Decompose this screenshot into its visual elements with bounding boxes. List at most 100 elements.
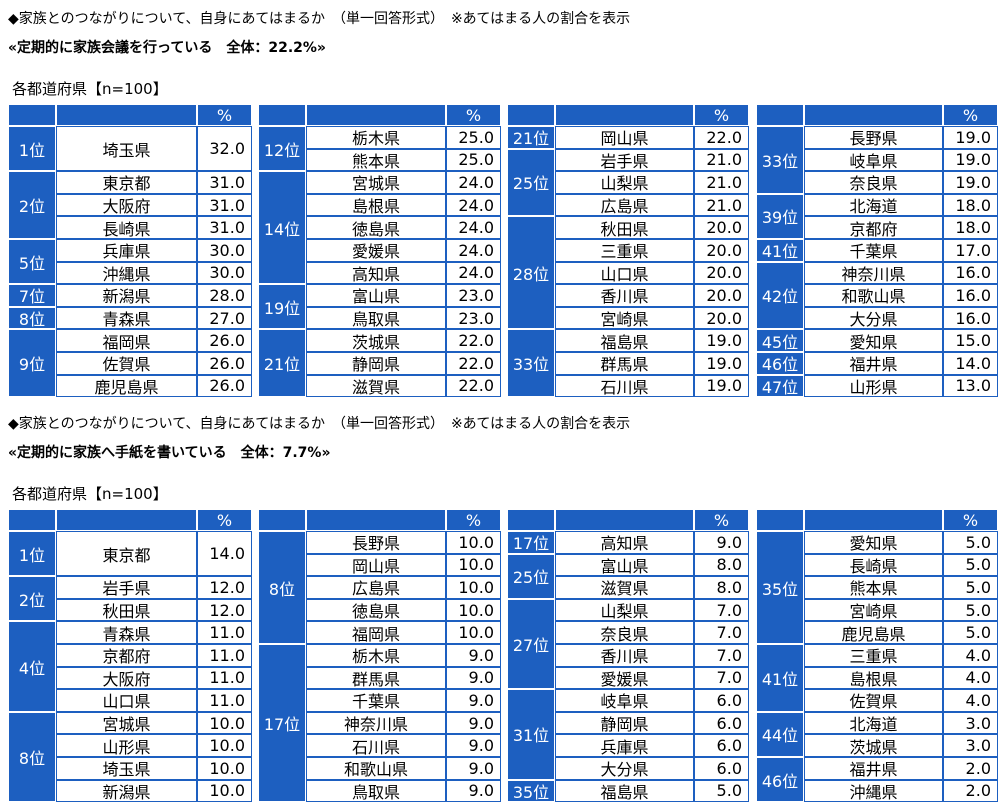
value: 23.0 xyxy=(446,306,501,330)
prefecture: 兵庫県 xyxy=(56,239,197,262)
prefecture: 愛媛県 xyxy=(306,239,446,262)
prefecture: 熊本県 xyxy=(306,148,446,172)
value: 8.0 xyxy=(694,553,749,577)
prefecture: 石川県 xyxy=(555,374,694,398)
value: 10.0 xyxy=(197,734,252,757)
prefecture: 山口県 xyxy=(56,689,197,712)
prefecture: 徳島県 xyxy=(306,598,446,622)
rank: 19位 xyxy=(258,284,306,330)
rank: 46位 xyxy=(756,757,804,803)
value: 19.0 xyxy=(694,329,749,352)
value: 7.0 xyxy=(694,666,749,690)
prefecture: 栃木県 xyxy=(306,644,446,667)
rank: 33位 xyxy=(756,126,804,194)
sample-label: 各都道府県【n=100】 xyxy=(12,80,168,98)
prefecture: 福岡県 xyxy=(56,329,197,352)
value: 6.0 xyxy=(694,757,749,780)
prefecture: 栃木県 xyxy=(306,126,446,149)
value: 6.0 xyxy=(694,689,749,712)
value: 10.0 xyxy=(446,621,501,644)
value: 11.0 xyxy=(197,621,252,644)
rank: 28位 xyxy=(507,216,555,330)
value: 25.0 xyxy=(446,148,501,172)
value: 18.0 xyxy=(943,193,998,217)
prefecture: 滋賀県 xyxy=(306,374,446,398)
value: 22.0 xyxy=(446,329,501,352)
prefecture: 鹿児島県 xyxy=(804,621,943,644)
rank: 27位 xyxy=(507,598,555,690)
value: 14.0 xyxy=(943,352,998,375)
prefecture: 福井県 xyxy=(804,757,943,780)
prefecture: 和歌山県 xyxy=(804,284,943,307)
header-cell xyxy=(56,509,197,531)
prefecture: 静岡県 xyxy=(555,711,694,735)
value: 4.0 xyxy=(943,666,998,690)
unit-header: % xyxy=(943,104,998,126)
prefecture: 宮崎県 xyxy=(804,598,943,622)
rank: 42位 xyxy=(756,261,804,330)
prefecture: 福島県 xyxy=(555,779,694,803)
section-subtitle: «定期的に家族会議を行っている 全体：22.2%» xyxy=(8,40,326,56)
value: 26.0 xyxy=(197,329,252,352)
value: 11.0 xyxy=(197,644,252,667)
prefecture: 新潟県 xyxy=(56,779,197,803)
prefecture: 富山県 xyxy=(306,284,446,307)
header-cell xyxy=(555,104,694,126)
prefecture: 奈良県 xyxy=(804,171,943,194)
rank: 9位 xyxy=(8,329,56,398)
prefecture: 大分県 xyxy=(555,757,694,780)
value: 3.0 xyxy=(943,711,998,735)
value: 9.0 xyxy=(446,689,501,712)
rank: 47位 xyxy=(756,374,804,398)
value: 5.0 xyxy=(694,779,749,803)
prefecture: 宮崎県 xyxy=(555,306,694,330)
value: 7.0 xyxy=(694,644,749,667)
prefecture: 鳥取県 xyxy=(306,306,446,330)
prefecture: 岐阜県 xyxy=(555,689,694,712)
value: 11.0 xyxy=(197,689,252,712)
value: 2.0 xyxy=(943,779,998,803)
prefecture: 東京都 xyxy=(56,531,197,577)
value: 16.0 xyxy=(943,306,998,330)
header-cell xyxy=(507,104,555,126)
prefecture: 山形県 xyxy=(56,734,197,757)
rank: 31位 xyxy=(507,689,555,780)
rank: 17位 xyxy=(507,531,555,554)
value: 24.0 xyxy=(446,239,501,262)
rank: 12位 xyxy=(258,126,306,172)
prefecture: 鳥取県 xyxy=(306,779,446,803)
value: 18.0 xyxy=(943,216,998,239)
value: 6.0 xyxy=(694,734,749,757)
prefecture: 岡山県 xyxy=(306,553,446,577)
section-title: ◆家族とのつながりについて、自身にあてはまるか （単一回答形式） ※あてはまる人… xyxy=(8,416,631,432)
prefecture: 茨城県 xyxy=(306,329,446,352)
prefecture: 広島県 xyxy=(306,576,446,599)
rank: 8位 xyxy=(258,531,306,644)
rank: 45位 xyxy=(756,329,804,352)
value: 30.0 xyxy=(197,239,252,262)
value: 26.0 xyxy=(197,374,252,398)
header-cell xyxy=(507,509,555,531)
value: 5.0 xyxy=(943,531,998,554)
prefecture: 長崎県 xyxy=(804,553,943,577)
header-cell xyxy=(306,509,446,531)
prefecture: 広島県 xyxy=(555,193,694,217)
value: 9.0 xyxy=(694,531,749,554)
value: 23.0 xyxy=(446,284,501,307)
prefecture: 福岡県 xyxy=(306,621,446,644)
header-cell xyxy=(756,104,804,126)
prefecture: 宮城県 xyxy=(306,171,446,194)
value: 9.0 xyxy=(446,734,501,757)
prefecture: 岡山県 xyxy=(555,126,694,149)
unit-header: % xyxy=(943,509,998,531)
value: 12.0 xyxy=(197,576,252,599)
prefecture: 埼玉県 xyxy=(56,757,197,780)
value: 16.0 xyxy=(943,284,998,307)
rank: 17位 xyxy=(258,644,306,803)
header-cell xyxy=(8,509,56,531)
prefecture: 千葉県 xyxy=(804,239,943,262)
prefecture: 兵庫県 xyxy=(555,734,694,757)
prefecture: 岩手県 xyxy=(555,148,694,172)
rank: 39位 xyxy=(756,193,804,239)
